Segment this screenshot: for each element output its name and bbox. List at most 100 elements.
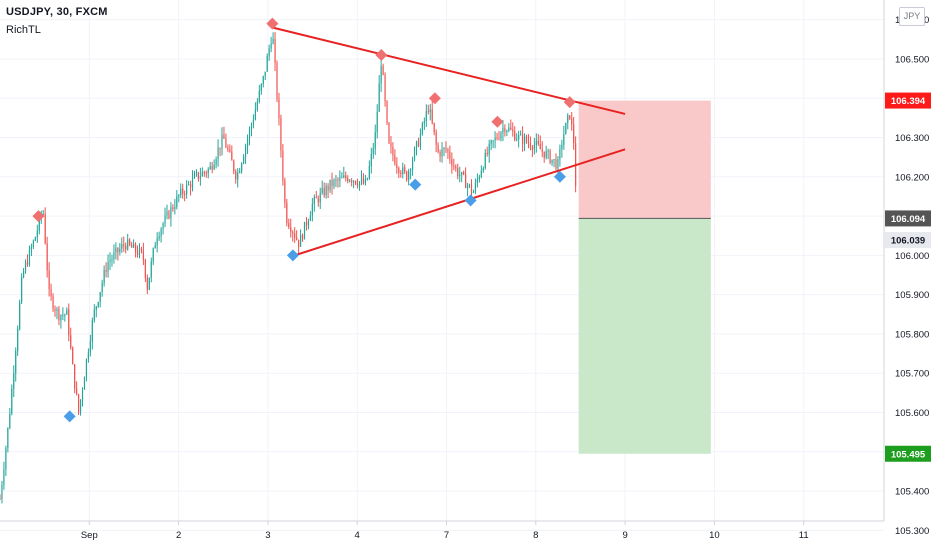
candle-body — [298, 239, 300, 247]
candle-body — [30, 247, 33, 250]
candle-body — [150, 261, 152, 278]
last-price-label — [885, 232, 931, 249]
candle-body — [215, 159, 217, 165]
candle-body — [321, 188, 323, 193]
candle-body — [360, 178, 363, 182]
candle-body — [74, 364, 76, 389]
last-price-text: 106.039 — [891, 236, 925, 247]
resistance-trendline[interactable] — [272, 26, 626, 115]
candle-body — [272, 38, 274, 44]
candle-body — [539, 143, 541, 150]
currency-button[interactable]: JPY — [899, 7, 925, 26]
candle-body — [278, 98, 280, 118]
candle-body — [494, 137, 496, 141]
candle-body — [339, 177, 341, 181]
candle-body — [521, 134, 524, 145]
candle-body — [441, 148, 443, 157]
price-tick-label: 105.900 — [895, 290, 929, 301]
support-trendline[interactable] — [294, 148, 626, 257]
candle-body — [490, 140, 492, 144]
candle-body — [201, 171, 203, 177]
candle-body — [378, 83, 380, 112]
candle-body — [537, 140, 539, 144]
candle-body — [182, 188, 184, 194]
candle-body — [474, 182, 477, 193]
trendlines[interactable] — [272, 26, 626, 257]
target-price-label — [885, 445, 931, 462]
candle-body — [103, 270, 105, 283]
candle-body — [370, 153, 372, 167]
candle-body — [239, 170, 241, 173]
axes: 106.600106.500106.400106.300106.200106.1… — [0, 0, 931, 541]
candle-body — [331, 179, 333, 187]
candle-body — [60, 314, 62, 321]
candle-body — [561, 144, 563, 150]
candle-body — [17, 329, 19, 352]
candle-body — [555, 159, 557, 169]
candle-body — [388, 123, 390, 144]
candle-body — [406, 171, 408, 181]
candle-body — [250, 124, 253, 130]
candle-body — [404, 167, 406, 172]
swing-low-marker — [409, 178, 422, 191]
candle-body — [451, 159, 453, 166]
candle-body — [527, 141, 530, 144]
candle-body — [123, 244, 125, 246]
candle-body — [148, 277, 150, 290]
candle-body — [410, 170, 412, 172]
candle-body — [565, 122, 567, 135]
time-tick-label: 4 — [355, 530, 360, 541]
candle-body — [337, 179, 339, 181]
candle-body — [433, 122, 435, 133]
candle-body — [437, 144, 439, 153]
candle-body — [520, 134, 522, 136]
candle-body — [132, 243, 135, 248]
candle-body — [571, 118, 573, 125]
candle-body — [567, 115, 569, 123]
candle-body — [443, 148, 445, 150]
symbol-title[interactable]: USDJPY, 30, FXCM — [6, 6, 108, 18]
candle-body — [89, 341, 91, 353]
candle-body — [335, 179, 337, 181]
candle-body — [502, 127, 504, 133]
candle-body — [166, 211, 168, 216]
candle-body — [384, 74, 386, 101]
candle-body — [211, 166, 213, 170]
candle-body — [119, 248, 121, 253]
candle-body — [303, 221, 306, 240]
time-tick-label: 9 — [622, 530, 627, 541]
candle-body — [543, 151, 545, 158]
take-profit-zone[interactable] — [578, 218, 711, 454]
stop-loss-zone[interactable] — [578, 100, 711, 219]
candle-body — [553, 159, 555, 161]
candle-body — [223, 134, 225, 139]
candle-body — [463, 172, 465, 175]
candle-body — [109, 260, 111, 263]
candle-body — [465, 174, 467, 189]
candle-body — [551, 159, 553, 163]
candle-body — [358, 181, 361, 186]
candle-body — [229, 149, 231, 152]
candle-body — [325, 185, 327, 196]
candle-body — [32, 240, 34, 248]
candle-body — [529, 143, 532, 148]
candle-body — [64, 314, 66, 316]
target-price-text: 105.495 — [891, 449, 926, 460]
candle-body — [34, 237, 36, 241]
candle-body — [349, 180, 351, 182]
candle-body — [427, 111, 429, 113]
candle-body — [345, 175, 347, 179]
candles — [0, 32, 577, 504]
candle-body — [341, 177, 343, 179]
candle-body — [415, 141, 418, 149]
candle-body — [547, 150, 549, 152]
candle-body — [13, 373, 15, 389]
candle-body — [573, 124, 575, 144]
candle-body — [235, 171, 237, 180]
price-tick-label: 105.600 — [895, 408, 929, 419]
candle-body — [1, 484, 3, 500]
indicator-name[interactable]: RichTL — [6, 24, 41, 36]
candle-body — [356, 183, 359, 186]
